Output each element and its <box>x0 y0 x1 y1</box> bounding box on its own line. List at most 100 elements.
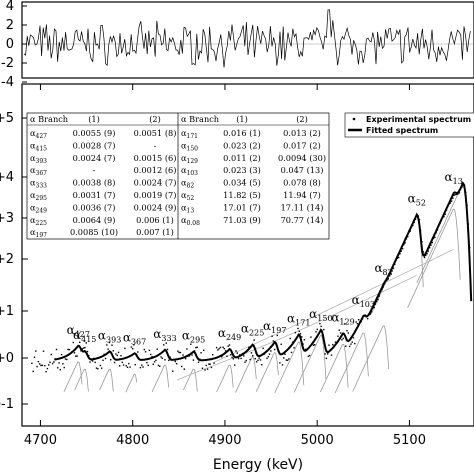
experimental-point <box>45 371 47 373</box>
experimental-point <box>77 337 80 339</box>
component-peak-curve <box>151 364 170 393</box>
experimental-point <box>57 367 59 369</box>
table-header-col2: (2) <box>296 114 308 124</box>
experimental-point <box>73 352 76 354</box>
experimental-point <box>58 362 60 364</box>
experimental-point <box>364 314 366 316</box>
experimental-point <box>279 362 281 364</box>
table-header-branch: α Branch <box>30 114 69 124</box>
experimental-point <box>231 356 233 359</box>
experimental-point <box>240 357 242 360</box>
experimental-point <box>440 220 442 222</box>
experimental-point <box>336 341 338 343</box>
experimental-point <box>122 364 125 366</box>
table-cell-col1: 17.01 (7) <box>223 202 261 212</box>
experimental-point <box>107 348 109 350</box>
experimental-point <box>465 191 467 194</box>
experimental-point <box>79 341 81 343</box>
experimental-point <box>469 247 471 249</box>
table-cell-col2: 11.94 (7) <box>283 190 321 200</box>
experimental-point <box>328 344 330 346</box>
spectrum-y-tick-label: +4 <box>0 170 14 185</box>
experimental-point <box>59 369 61 371</box>
component-peak-curve <box>74 368 89 392</box>
table-header-col1: (1) <box>88 114 100 124</box>
experimental-point <box>203 349 205 351</box>
experimental-point <box>201 367 204 369</box>
experimental-point <box>244 361 246 363</box>
experimental-point <box>208 363 210 365</box>
experimental-point <box>110 359 112 361</box>
legend-label-experimental: Experimental spectrum <box>366 115 471 124</box>
experimental-point <box>306 348 308 350</box>
experimental-point <box>321 334 324 336</box>
experimental-point <box>175 363 178 365</box>
experimental-point <box>117 351 120 354</box>
experimental-point <box>230 354 232 356</box>
experimental-point <box>458 192 461 194</box>
table-cell-col2: 0.007 (1) <box>136 227 174 237</box>
experimental-point <box>423 256 426 259</box>
peak-label: α367 <box>123 330 146 346</box>
experimental-point <box>147 364 149 366</box>
experimental-point <box>129 366 131 368</box>
experimental-point <box>191 354 193 356</box>
experimental-point <box>36 365 38 368</box>
experimental-point <box>373 306 375 309</box>
experimental-point <box>462 183 464 186</box>
experimental-point <box>139 366 142 369</box>
experimental-point <box>290 351 293 354</box>
experimental-point <box>409 230 411 232</box>
spectrum-y-tick-label: +1 <box>0 304 14 319</box>
experimental-point <box>41 364 43 366</box>
table-cell-col1: - <box>93 165 96 175</box>
experimental-point <box>387 278 390 280</box>
legend-label-fitted: Fitted spectrum <box>366 126 438 135</box>
experimental-point <box>412 224 414 227</box>
experimental-point <box>135 353 138 356</box>
table-header-col1: (1) <box>236 114 248 124</box>
component-tail-curve <box>213 249 454 363</box>
experimental-point <box>401 248 404 250</box>
experimental-point <box>156 348 158 350</box>
experimental-point <box>324 353 326 355</box>
experimental-point <box>341 339 343 341</box>
experimental-point <box>210 366 213 369</box>
x-axis-label: Energy (keV) <box>213 457 303 473</box>
experimental-point <box>427 250 430 252</box>
experimental-point <box>221 356 223 358</box>
experimental-point <box>31 362 33 364</box>
experimental-point <box>390 272 392 274</box>
experimental-point <box>314 344 316 346</box>
component-peak-curve <box>320 343 349 393</box>
experimental-point <box>125 365 127 367</box>
experimental-point <box>144 351 147 353</box>
experimental-point <box>276 334 278 337</box>
experimental-point <box>436 229 439 231</box>
experimental-point <box>236 352 238 354</box>
experimental-point <box>391 270 393 272</box>
table-cell-col2: 0.017 (2) <box>283 140 321 150</box>
spectrum-y-tick-label: +0 <box>0 351 14 366</box>
experimental-point <box>258 357 260 359</box>
experimental-point <box>63 366 65 369</box>
table-cell-col1: 0.023 (3) <box>223 165 261 175</box>
residuals-frame <box>21 1 474 79</box>
experimental-point <box>70 352 72 354</box>
experimental-point <box>350 343 352 345</box>
experimental-point <box>312 344 315 346</box>
experimental-point <box>94 361 96 364</box>
experimental-point <box>218 347 220 350</box>
experimental-point <box>224 350 227 352</box>
experimental-point <box>104 357 107 360</box>
experimental-point <box>250 352 253 354</box>
experimental-point <box>108 341 111 344</box>
experimental-point <box>460 188 462 190</box>
experimental-point <box>246 349 249 351</box>
experimental-point <box>338 329 340 331</box>
experimental-point <box>277 350 280 352</box>
legend: Experimental spectrum Fitted spectrum <box>344 112 474 138</box>
experimental-point <box>68 348 71 351</box>
component-peak-curve <box>293 335 327 393</box>
